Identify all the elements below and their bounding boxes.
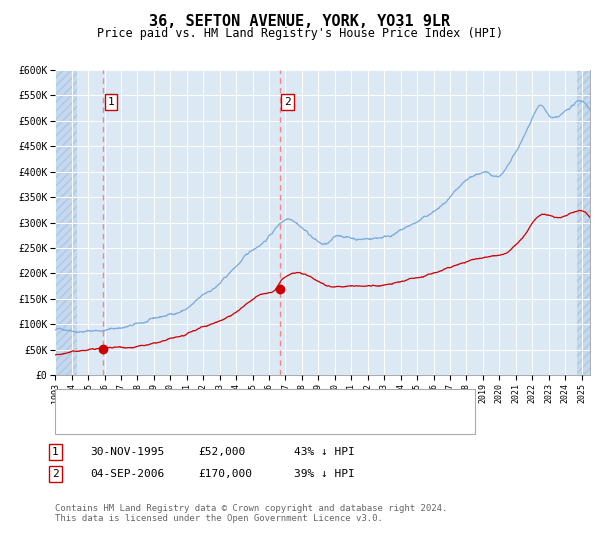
Text: £52,000: £52,000 <box>198 447 245 457</box>
Bar <box>55 70 77 375</box>
Text: 1: 1 <box>107 97 114 107</box>
Text: 36, SEFTON AVENUE, YORK, YO31 9LR: 36, SEFTON AVENUE, YORK, YO31 9LR <box>149 14 451 29</box>
Text: £170,000: £170,000 <box>198 469 252 479</box>
Text: Price paid vs. HM Land Registry's House Price Index (HPI): Price paid vs. HM Land Registry's House … <box>97 27 503 40</box>
Bar <box>577 70 590 375</box>
Text: 2: 2 <box>284 97 291 107</box>
Text: 39% ↓ HPI: 39% ↓ HPI <box>294 469 355 479</box>
Text: 43% ↓ HPI: 43% ↓ HPI <box>294 447 355 457</box>
Text: 2: 2 <box>52 469 59 479</box>
Text: Contains HM Land Registry data © Crown copyright and database right 2024.
This d: Contains HM Land Registry data © Crown c… <box>55 504 448 524</box>
Text: 36, SEFTON AVENUE, YORK, YO31 9LR (detached house): 36, SEFTON AVENUE, YORK, YO31 9LR (detac… <box>94 396 407 407</box>
Text: 30-NOV-1995: 30-NOV-1995 <box>90 447 164 457</box>
Text: 1: 1 <box>52 447 59 457</box>
Text: HPI: Average price, detached house, York: HPI: Average price, detached house, York <box>94 417 344 427</box>
Text: 04-SEP-2006: 04-SEP-2006 <box>90 469 164 479</box>
